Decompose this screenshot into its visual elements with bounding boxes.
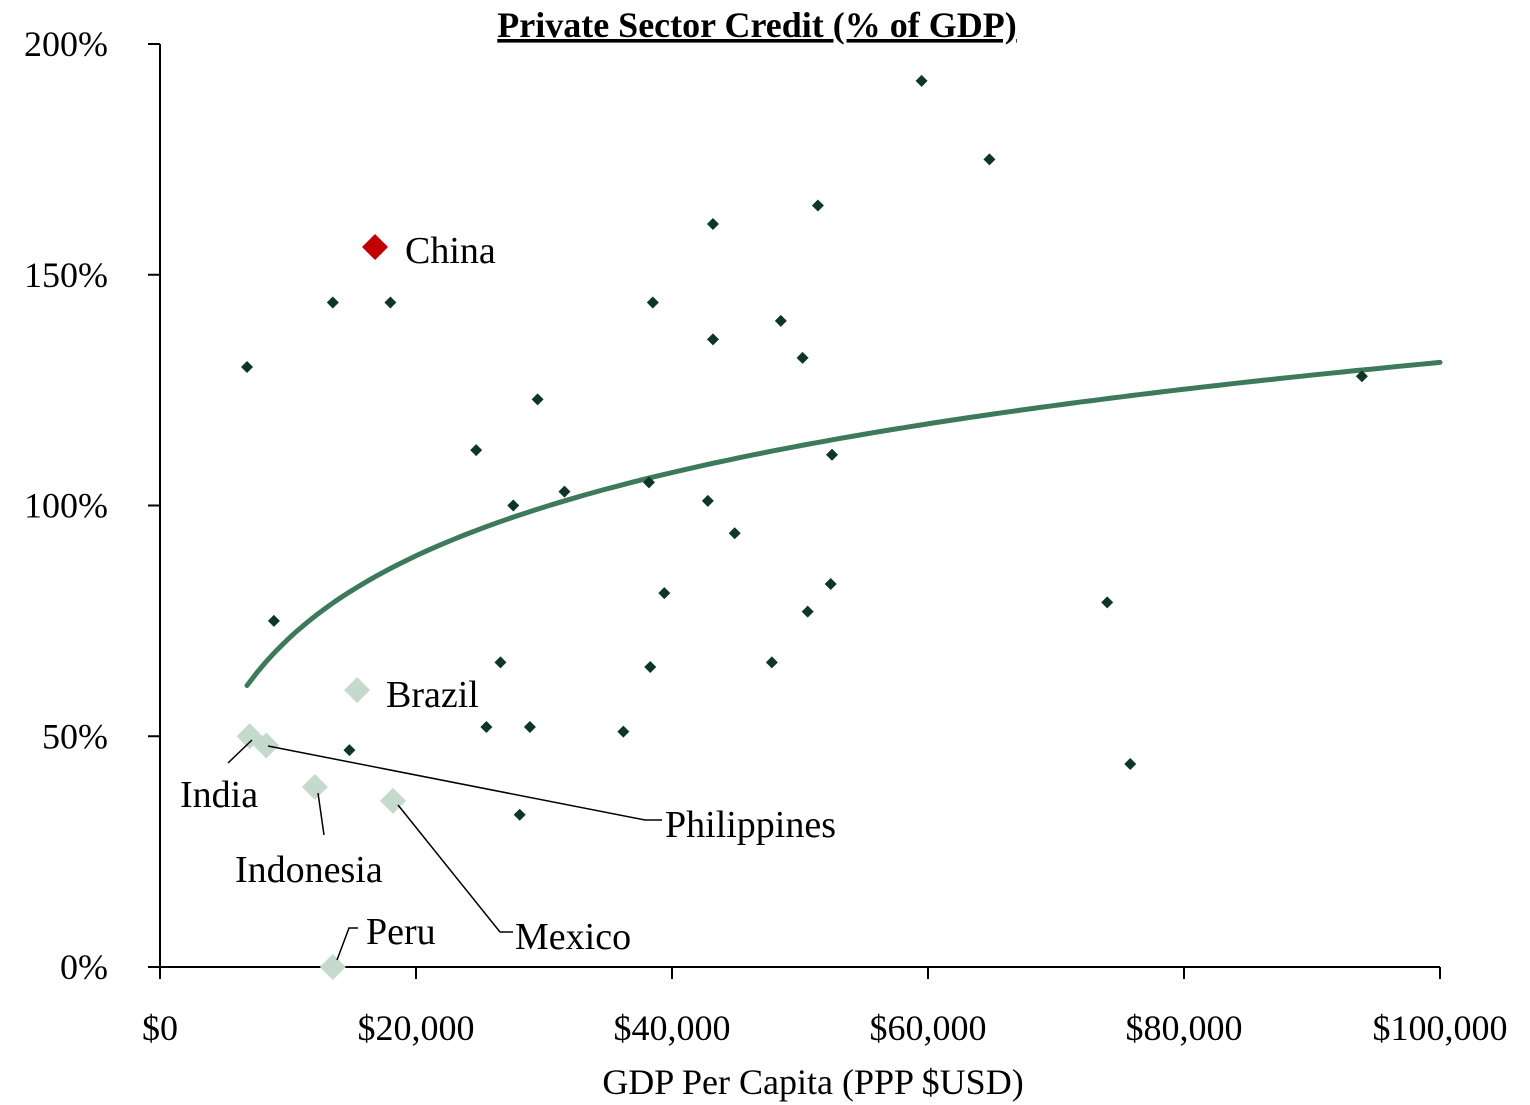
data-point (765, 656, 778, 669)
data-point (267, 614, 280, 627)
data-point (1355, 370, 1368, 383)
data-point (915, 74, 928, 87)
data-point (811, 199, 824, 212)
data-point (701, 494, 714, 507)
callout-label-indonesia: Indonesia (235, 849, 383, 891)
x-tick-label: $40,000 (614, 1008, 731, 1048)
data-point (644, 661, 657, 674)
callout-label-brazil: Brazil (386, 674, 479, 716)
y-ticks: 0% 50% 100% 150% 200% (24, 24, 160, 987)
data-point (1124, 757, 1137, 770)
callout-line-peru (336, 927, 358, 961)
labeled-points (236, 234, 406, 980)
labeled-point-philippines (253, 732, 280, 759)
data-point (646, 296, 659, 309)
data-point (507, 499, 520, 512)
data-point (326, 296, 339, 309)
callout-line-philippines (267, 745, 662, 821)
x-ticks: $0 $20,000 $40,000 $60,000 $80,000 $100,000 (142, 967, 1508, 1048)
data-point (826, 448, 838, 461)
callout-label-india: India (180, 774, 258, 816)
callout-line-india (227, 739, 253, 764)
labeled-point-china (362, 234, 389, 261)
data-point (241, 361, 254, 374)
y-tick-label: 200% (24, 24, 108, 64)
y-tick-label: 150% (24, 255, 108, 295)
data-point (1101, 596, 1114, 609)
data-point (824, 577, 837, 590)
x-tick-label: $100,000 (1373, 1008, 1508, 1048)
labeled-point-indonesia (301, 774, 328, 801)
callout-label-mexico: Mexico (515, 916, 631, 958)
data-point (983, 153, 996, 166)
data-point (617, 725, 630, 738)
data-point (706, 333, 719, 346)
callout-label-china: China (405, 230, 496, 272)
data-point (706, 217, 719, 230)
data-point (384, 296, 397, 309)
labeled-point-brazil (344, 677, 371, 704)
x-tick-label: $0 (142, 1008, 178, 1048)
data-point (801, 605, 814, 618)
data-point (531, 393, 544, 406)
data-point (558, 485, 571, 498)
data-point (343, 744, 356, 757)
y-tick-label: 0% (60, 947, 108, 987)
data-point (513, 808, 526, 821)
x-tick-label: $60,000 (870, 1008, 987, 1048)
data-point (523, 721, 536, 734)
trend-line (244, 359, 1443, 688)
callout-line-indonesia (317, 792, 325, 836)
callouts: China Brazil India Philippines Indonesia Mexi… (180, 230, 836, 961)
data-point (642, 476, 655, 489)
data-point (658, 587, 671, 600)
data-point (494, 656, 507, 669)
y-tick-label: 50% (42, 716, 108, 756)
x-axis-title: GDP Per Capita (PPP $USD) (602, 1062, 1023, 1102)
data-point (728, 527, 741, 540)
labeled-point-peru (319, 954, 346, 980)
data-point (480, 721, 493, 734)
callout-line-mexico (397, 804, 513, 933)
data-points (241, 74, 1368, 821)
data-point (796, 351, 809, 364)
x-tick-label: $20,000 (358, 1008, 475, 1048)
callout-label-philippines: Philippines (665, 804, 836, 846)
data-point (470, 444, 483, 457)
data-point (774, 314, 787, 327)
x-tick-label: $80,000 (1126, 1008, 1243, 1048)
y-tick-label: 100% (24, 486, 108, 526)
callout-label-peru: Peru (366, 911, 436, 953)
chart-title: Private Sector Credit (% of GDP) (497, 5, 1017, 45)
